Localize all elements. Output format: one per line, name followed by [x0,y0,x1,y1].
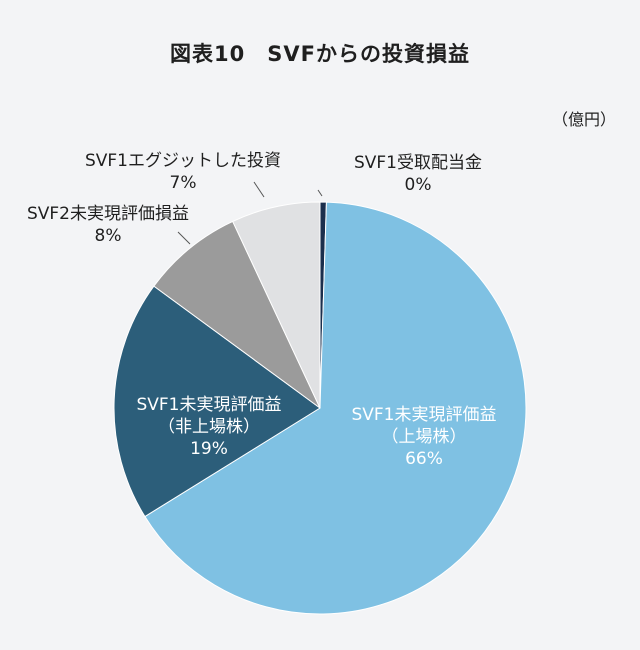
pie-slice-3 [153,220,321,409]
slice-percent-label-3: 8% [95,226,122,246]
chart-title: 図表10 SVFからの投資損益 [170,42,470,66]
slice-label-1: （上場株） [382,427,467,447]
pie-slice-4 [232,201,321,409]
pie-slice-1 [144,201,527,615]
slice-percent-label-4: 7% [170,173,197,193]
slice-label-4: SVF1エグジットした投資 [85,151,281,171]
pie-slice-2 [113,285,321,518]
slice-label-2: SVF1未実現評価益 [136,395,281,415]
slice-percent-label-0: 0% [405,175,432,195]
slice-percent-label-2: 19% [190,439,228,459]
slice-percent-label-1: 66% [405,449,443,469]
slice-label-3: SVF2未実現評価損益 [27,204,189,224]
slice-label-1: SVF1未実現評価益 [351,405,496,425]
slice-label-2: （非上場株） [158,417,260,437]
leader-line-3 [177,231,191,245]
leader-line-4 [253,181,265,198]
leader-line-0 [317,189,323,197]
unit-label: （億円） [551,110,616,129]
slice-label-0: SVF1受取配当金 [354,153,482,173]
